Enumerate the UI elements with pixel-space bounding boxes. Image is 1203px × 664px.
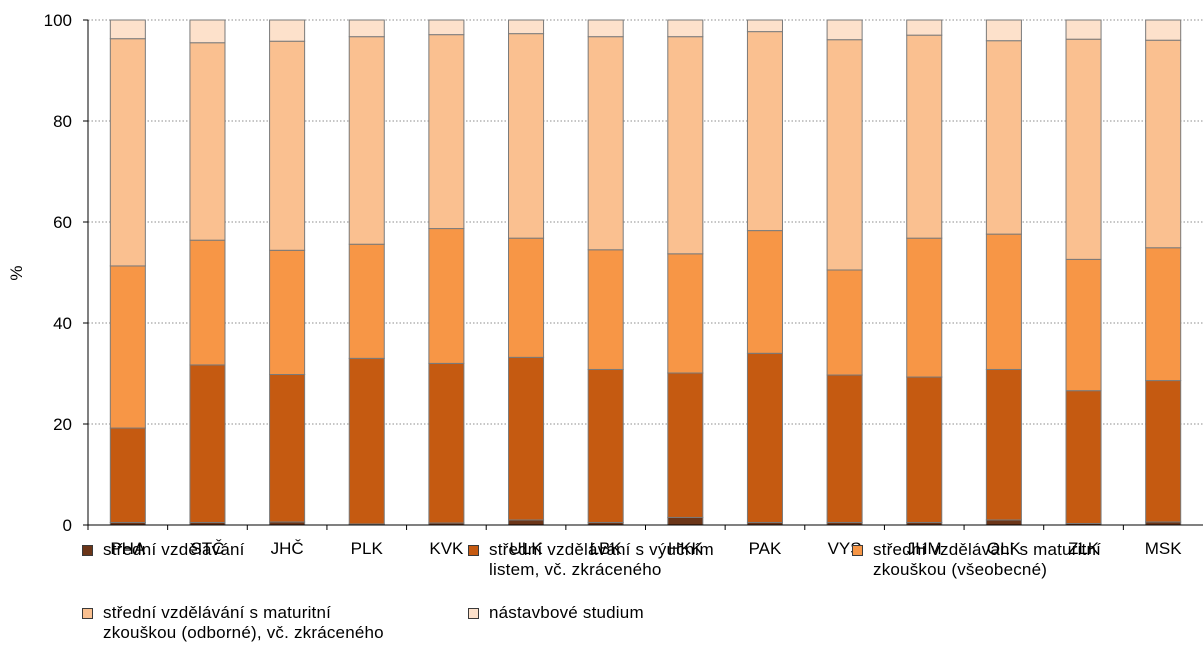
bar-segment xyxy=(348,36,385,245)
bar-segment xyxy=(1145,247,1182,382)
bar-segment xyxy=(1065,390,1102,524)
bar-segment xyxy=(508,356,545,521)
bar-segment xyxy=(1145,380,1182,523)
bar-segment xyxy=(189,19,226,44)
bar-segment xyxy=(906,237,943,378)
bar-segment xyxy=(667,516,704,526)
bar-segment xyxy=(587,368,624,523)
bar-segment xyxy=(269,249,306,376)
x-tick-label: MSK xyxy=(1145,539,1183,558)
bar-segment xyxy=(985,519,1022,526)
bars-group xyxy=(109,19,1182,526)
x-tick-label: STČ xyxy=(190,539,224,558)
bar-segment xyxy=(746,19,783,33)
x-tick-label: LBK xyxy=(590,539,623,558)
bar-segment xyxy=(348,19,385,38)
x-tick-label: JHM xyxy=(907,539,942,558)
bar-segment xyxy=(985,40,1022,235)
bar-segment xyxy=(1065,258,1102,392)
bar-segment xyxy=(906,376,943,523)
bar-segment xyxy=(269,19,306,42)
bar-segment xyxy=(348,357,385,525)
bar-segment xyxy=(508,33,545,239)
bar-segment xyxy=(826,19,863,41)
y-tick-label: 80 xyxy=(53,112,72,131)
x-tick-label: PAK xyxy=(749,539,782,558)
bar-segment xyxy=(587,19,624,38)
axes xyxy=(83,19,1203,530)
bar-segment xyxy=(587,36,624,251)
bar-segment xyxy=(1065,38,1102,260)
bar-segment xyxy=(587,249,624,370)
bar-segment xyxy=(508,19,545,35)
x-tick-label: ULK xyxy=(509,539,543,558)
x-tick-label: KVK xyxy=(429,539,464,558)
bar-segment xyxy=(348,243,385,359)
bar-segment xyxy=(826,374,863,523)
bar-segment xyxy=(109,427,146,523)
bar-segment xyxy=(189,42,226,241)
bar-segment xyxy=(428,228,465,364)
bar-segment xyxy=(746,352,783,523)
y-axis-label: % xyxy=(7,265,26,280)
bar-segment xyxy=(1065,19,1102,40)
bar-segment xyxy=(985,368,1022,521)
bar-segment xyxy=(985,233,1022,370)
x-tick-label: PHA xyxy=(110,539,146,558)
x-tick-labels: PHA STČ JHČ PLK KVK ULK LBK HKK PAK VYS JHM OLK ZLK M… xyxy=(110,539,1182,558)
bar-segment xyxy=(667,19,704,38)
y-tick-label: 60 xyxy=(53,213,72,232)
x-tick-label: OLK xyxy=(987,539,1022,558)
x-tick-label: JHČ xyxy=(271,539,304,558)
x-tick-label: HKK xyxy=(668,539,704,558)
bar-segment xyxy=(428,34,465,230)
bar-segment xyxy=(269,40,306,251)
x-tick-label: VYS xyxy=(828,539,862,558)
bar-segment xyxy=(746,31,783,232)
bar-segment xyxy=(508,237,545,358)
bar-segment xyxy=(189,239,226,366)
bar-segment xyxy=(906,34,943,239)
bar-segment xyxy=(985,19,1022,42)
x-tick-label: ZLK xyxy=(1068,539,1100,558)
bar-segment xyxy=(109,38,146,267)
bar-segment xyxy=(428,19,465,36)
y-tick-label: 40 xyxy=(53,314,72,333)
y-tick-label: 0 xyxy=(63,516,72,535)
x-tick-label: PLK xyxy=(351,539,384,558)
bar-segment xyxy=(508,519,545,526)
bar-segment xyxy=(667,372,704,518)
bar-segment xyxy=(109,19,146,40)
bar-segment xyxy=(826,269,863,376)
bar-segment xyxy=(109,265,146,429)
bar-segment xyxy=(746,230,783,354)
bar-segment xyxy=(667,36,704,255)
bar-segment xyxy=(1145,39,1182,249)
bar-segment xyxy=(906,19,943,36)
y-tick-labels: 0 20 40 60 80 100 xyxy=(44,11,72,535)
grid-lines xyxy=(88,19,1203,425)
bar-segment xyxy=(1145,19,1182,41)
bar-segment xyxy=(269,374,306,523)
bar-segment xyxy=(189,364,226,523)
bar-segment xyxy=(667,253,704,374)
bar-segment xyxy=(428,362,465,524)
y-tick-label: 100 xyxy=(44,11,72,30)
bar-segment xyxy=(826,39,863,271)
y-tick-label: 20 xyxy=(53,415,72,434)
